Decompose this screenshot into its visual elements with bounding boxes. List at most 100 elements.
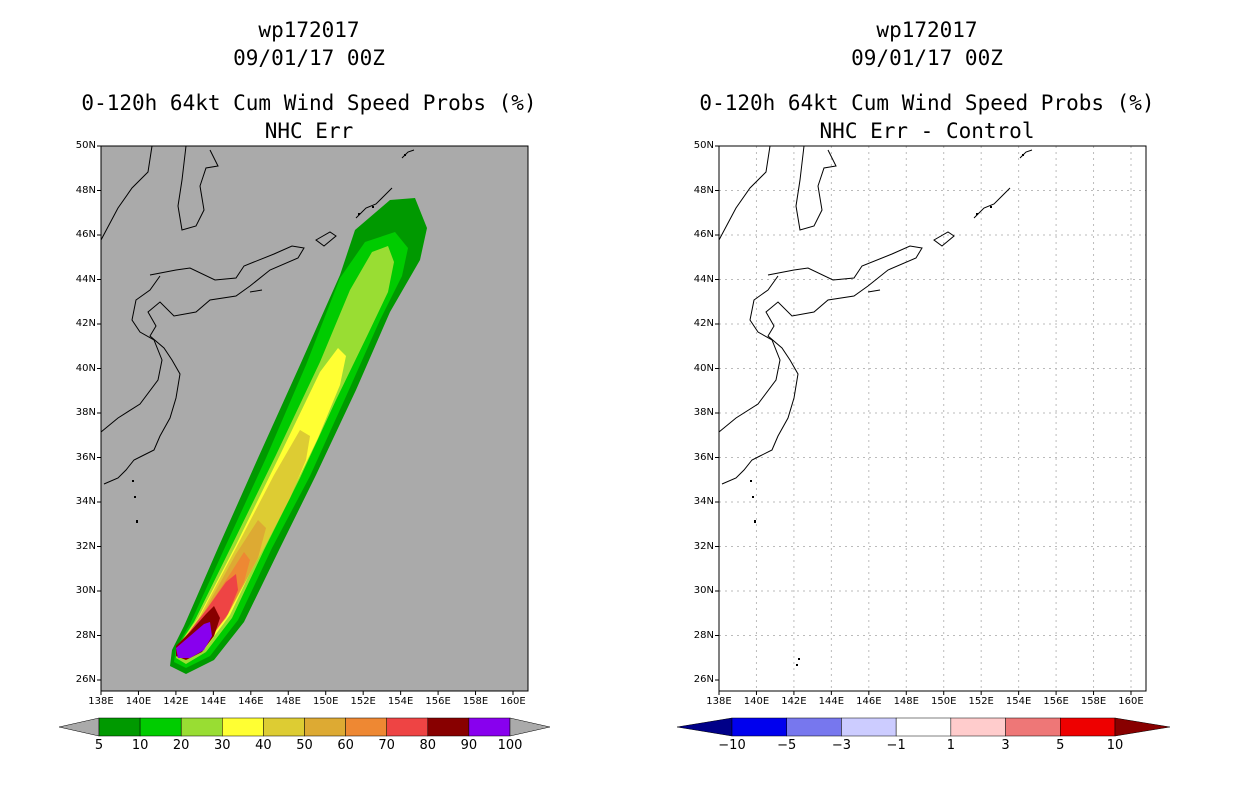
lon-label: 152E (968, 696, 994, 707)
colorbar-label: 20 (172, 738, 190, 753)
colorbar-label: 50 (296, 738, 313, 753)
lon-label: 144E (200, 696, 227, 707)
storm-id: wp172017 (258, 18, 360, 42)
lat-label: 40N (75, 362, 96, 374)
colorbar-label: 10 (1106, 738, 1124, 753)
colorbar-label: 40 (255, 738, 272, 753)
panel-left: wp172017 09/01/17 00Z 0-120h 64kt Cum Wi… (58, 18, 551, 753)
colorbar-swatch (950, 717, 1006, 737)
lat-label: 38N (75, 407, 96, 418)
lat-label: 50N (75, 140, 96, 151)
lon-label: 138E (88, 696, 114, 707)
lon-label: 148E (893, 696, 919, 707)
lon-label: 150E (313, 696, 339, 707)
probability-swath (170, 198, 427, 674)
colorbar-label: 5 (1056, 738, 1065, 753)
axis-ticks (97, 145, 514, 695)
map-background (719, 146, 1146, 691)
colorbar-over-triangle (509, 717, 551, 737)
lat-label: 30N (75, 585, 96, 596)
colorbar (676, 717, 1171, 737)
map-right (676, 145, 1171, 737)
colorbar-label: 60 (337, 738, 354, 753)
map-left (58, 145, 551, 737)
lat-label: 44N (75, 273, 96, 285)
colorbar-label: 1 (946, 738, 955, 753)
product-title: 0-120h 64kt Cum Wind Speed Probs (%) (81, 91, 537, 115)
colorbar-label: −3 (831, 738, 852, 753)
lat-label: 26N (75, 674, 96, 685)
colorbar-label: −1 (886, 738, 906, 753)
lat-label: 28N (693, 629, 714, 641)
lat-label: 48N (75, 184, 96, 196)
colorbar-label: 70 (378, 738, 395, 753)
colorbar-swatch (895, 717, 952, 737)
colorbar-label: 30 (214, 738, 231, 753)
colorbar-swatch (468, 717, 511, 737)
lon-label: 152E (350, 696, 376, 707)
lon-label: 150E (931, 696, 957, 707)
lat-label: 38N (693, 407, 714, 418)
lat-label: 46N (693, 229, 714, 240)
lon-label: 160E (500, 696, 526, 707)
axis-ticks (715, 145, 1132, 695)
lon-label: 160E (1118, 696, 1144, 707)
colorbar-swatch (1060, 717, 1116, 737)
lon-label: 156E (1043, 696, 1069, 707)
lat-label: 50N (693, 140, 714, 151)
lat-label: 48N (693, 184, 714, 196)
lat-label: 44N (693, 273, 714, 285)
coastline (100, 145, 415, 485)
small-islands (132, 154, 406, 523)
map-frame (100, 145, 529, 692)
colorbar-under-triangle (58, 717, 100, 737)
lon-label: 158E (1080, 696, 1107, 707)
lon-label: 146E (238, 696, 264, 707)
lon-label: 142E (163, 696, 189, 707)
map-frame (718, 145, 1147, 692)
small-islands (750, 154, 1024, 666)
datetime: 09/01/17 00Z (851, 46, 1003, 70)
colorbar-swatch (345, 717, 387, 737)
lon-label: 154E (1005, 696, 1032, 707)
lon-label: 140E (743, 696, 770, 707)
lat-label: 36N (693, 451, 714, 463)
colorbar (58, 717, 551, 737)
lon-label: 158E (462, 696, 489, 707)
colorbar-label: −5 (777, 738, 797, 753)
colorbar-swatch (139, 717, 182, 737)
lon-label: 148E (275, 696, 301, 707)
subtitle: NHC Err - Control (819, 119, 1035, 143)
gridlines (719, 146, 1146, 691)
lat-label: 36N (75, 451, 96, 463)
lat-label: 32N (693, 540, 714, 552)
subtitle: NHC Err (264, 119, 354, 143)
colorbar-swatch (841, 717, 897, 737)
lat-label: 32N (75, 540, 96, 552)
colorbar-label: −10 (718, 738, 746, 753)
contour-90 (176, 622, 212, 658)
colorbar-swatch (786, 717, 842, 737)
colorbar-swatch (427, 717, 470, 737)
colorbar-over-triangle (1114, 717, 1171, 737)
lon-label: 144E (818, 696, 845, 707)
colorbar-label: 3 (1001, 738, 1010, 753)
lat-label: 42N (75, 318, 96, 329)
lon-label: 146E (856, 696, 882, 707)
colorbar-swatch (386, 717, 429, 737)
storm-id: wp172017 (876, 18, 978, 42)
lat-label: 34N (75, 496, 96, 507)
lon-label: 154E (387, 696, 414, 707)
colorbar-label: 10 (131, 738, 149, 753)
product-title: 0-120h 64kt Cum Wind Speed Probs (%) (699, 91, 1155, 115)
lat-label: 28N (75, 629, 96, 641)
colorbar-label: 5 (94, 738, 104, 753)
lat-label: 34N (693, 496, 714, 507)
colorbar-swatch (180, 717, 223, 737)
datetime: 09/01/17 00Z (233, 46, 385, 70)
lon-label: 140E (125, 696, 152, 707)
coastline (718, 145, 1033, 485)
colorbar-label: 90 (460, 738, 478, 753)
colorbar-swatch (1005, 717, 1061, 737)
colorbar-swatch (731, 717, 787, 737)
